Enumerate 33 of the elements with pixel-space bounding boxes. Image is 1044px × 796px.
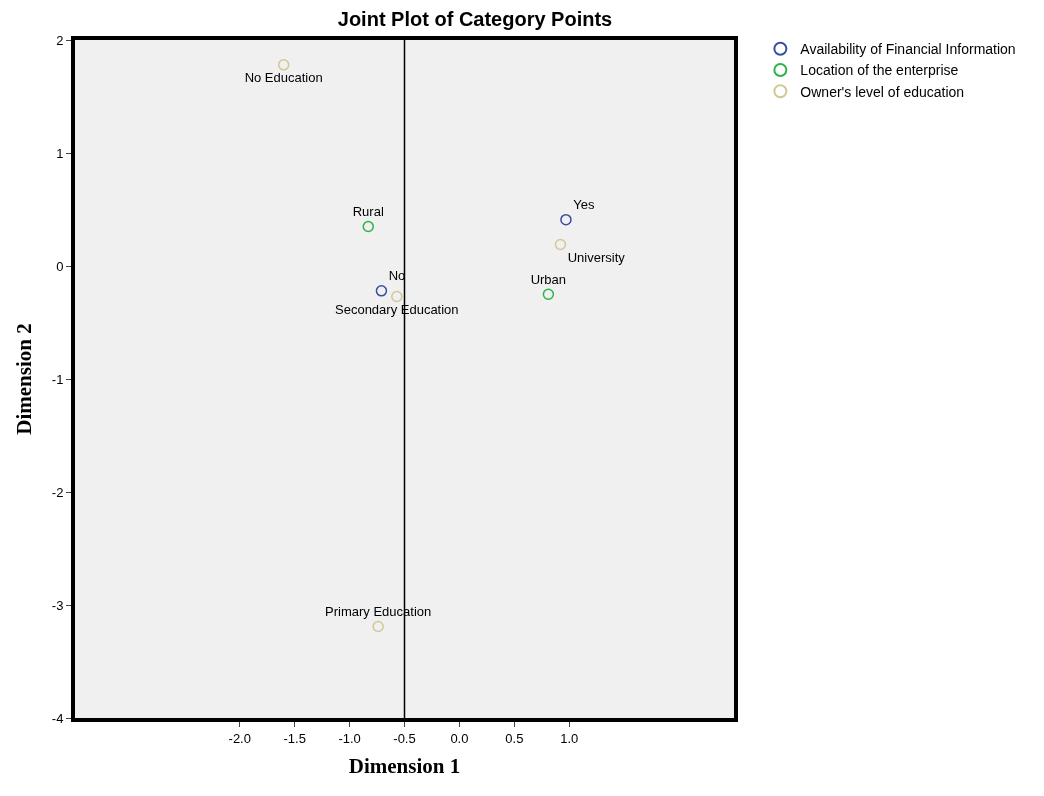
x-tick-label: 1.0 (560, 730, 579, 746)
data-label: University (567, 249, 626, 265)
point (372, 620, 384, 633)
x-axis-title: Dimension 1 (348, 754, 461, 779)
point (554, 238, 567, 251)
legend-label: Location of the enterprise (800, 62, 959, 79)
data-label: Urban (530, 271, 567, 287)
y-axis-title: Dimension 2 (12, 323, 37, 435)
point (375, 285, 388, 297)
y-tick-label: -1 (51, 371, 64, 387)
point (362, 220, 375, 233)
y-tick-label: 1 (56, 145, 64, 161)
x-tick-label: 0.0 (450, 730, 469, 746)
data-label: Rural (352, 203, 384, 219)
y-tick-label: -2 (51, 484, 64, 500)
point (391, 290, 403, 303)
y-tick-label: 2 (56, 32, 64, 48)
x-tick-label: -1.5 (283, 730, 306, 746)
y-tick-label: -3 (51, 597, 64, 613)
point (542, 288, 555, 300)
x-tick-label: -0.5 (393, 730, 416, 746)
x-tick-label: 0.5 (505, 730, 524, 746)
data-label: Yes (573, 197, 595, 213)
point (560, 213, 572, 226)
point (277, 59, 290, 71)
legend-label: Owner's level of education (800, 83, 965, 100)
x-tick-label: -1.0 (338, 730, 361, 746)
y-tick-label: -4 (51, 710, 64, 726)
legend-label: Availability of Financial Information (800, 41, 1016, 58)
chart-title: Joint Plot of Category Points (337, 7, 613, 30)
y-tick-label: 0 (56, 258, 64, 274)
data-label: No Education (244, 69, 323, 85)
x-tick-label: -2.0 (228, 730, 251, 746)
